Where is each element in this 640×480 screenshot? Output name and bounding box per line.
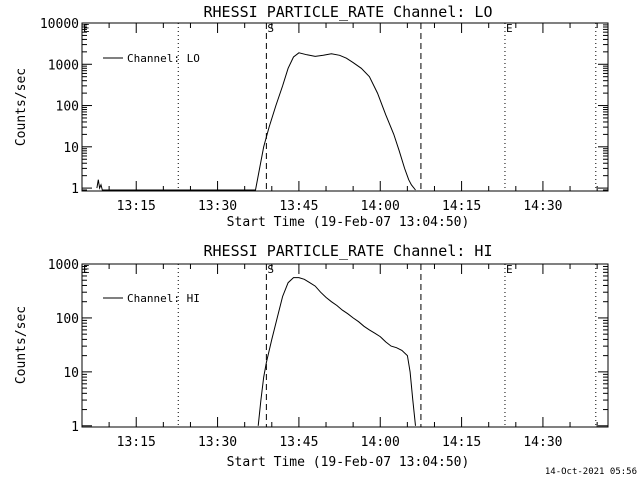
- hi-marker-label: S: [267, 263, 274, 276]
- lo-legend: Channel: LO: [103, 52, 200, 65]
- lo-x-tick-label: 14:30: [523, 199, 562, 214]
- lo-x-tick-label: 13:30: [198, 199, 237, 214]
- lo-x-axis-label: Start Time (19-Feb-07 13:04:50): [227, 215, 470, 230]
- hi-y-tick-label: 10: [63, 366, 79, 381]
- hi-plot-frame: [81, 263, 609, 428]
- lo-series-line: [96, 52, 416, 191]
- hi-legend-label: Channel: HI: [127, 292, 200, 305]
- hi-x-tick-label: 13:45: [279, 435, 318, 450]
- hi-x-tick-label: 14:00: [361, 435, 400, 450]
- hi-chart-title: RHESSI PARTICLE_RATE Channel: HI: [204, 242, 493, 260]
- lo-chart-title: RHESSI PARTICLE_RATE Channel: LO: [204, 3, 493, 21]
- hi-y-tick-label: 1: [71, 420, 79, 435]
- lo-x-tick-label: 13:15: [117, 199, 156, 214]
- lo-marker-label: E: [506, 22, 513, 35]
- lo-legend-label: Channel: LO: [127, 52, 200, 65]
- hi-marker-label: E: [506, 263, 513, 276]
- lo-plot-frame: [81, 22, 609, 192]
- hi-marker-label: E: [83, 263, 90, 276]
- lo-y-axis-label: Counts/sec: [14, 68, 29, 146]
- lo-marker-label: E: [83, 22, 90, 35]
- hi-x-tick-label: 14:15: [442, 435, 481, 450]
- lo-y-tick-label: 100: [56, 100, 79, 115]
- lo-y-tick-label: 10000: [40, 17, 79, 32]
- hi-legend: Channel: HI: [103, 292, 200, 305]
- hi-series-line: [257, 277, 416, 426]
- hi-y-axis-label: Counts/sec: [14, 306, 29, 384]
- lo-x-tick-label: 14:15: [442, 199, 481, 214]
- hi-x-tick-label: 14:30: [523, 435, 562, 450]
- hi-x-tick-label: 13:30: [198, 435, 237, 450]
- hi-channel-panel: RHESSI PARTICLE_RATE Channel: HI 1 10 100 1…: [14, 242, 609, 470]
- hi-y-tick-label: 100: [56, 312, 79, 327]
- lo-x-tick-label: 13:45: [279, 199, 318, 214]
- lo-y-tick-label: 10: [63, 141, 79, 156]
- lo-x-tick-label: 14:00: [361, 199, 400, 214]
- hi-x-axis-label: Start Time (19-Feb-07 13:04:50): [227, 455, 470, 470]
- hi-y-tick-label: 1000: [48, 258, 79, 273]
- lo-y-tick-label: 1000: [48, 58, 79, 73]
- lo-channel-panel: RHESSI PARTICLE_RATE Channel: LO 1 10 100 1…: [14, 3, 609, 230]
- lo-marker-label: S: [267, 22, 274, 35]
- generation-timestamp: 14-Oct-2021 05:56: [545, 467, 637, 477]
- lo-y-tick-label: 1: [71, 182, 79, 197]
- hi-x-tick-label: 13:15: [117, 435, 156, 450]
